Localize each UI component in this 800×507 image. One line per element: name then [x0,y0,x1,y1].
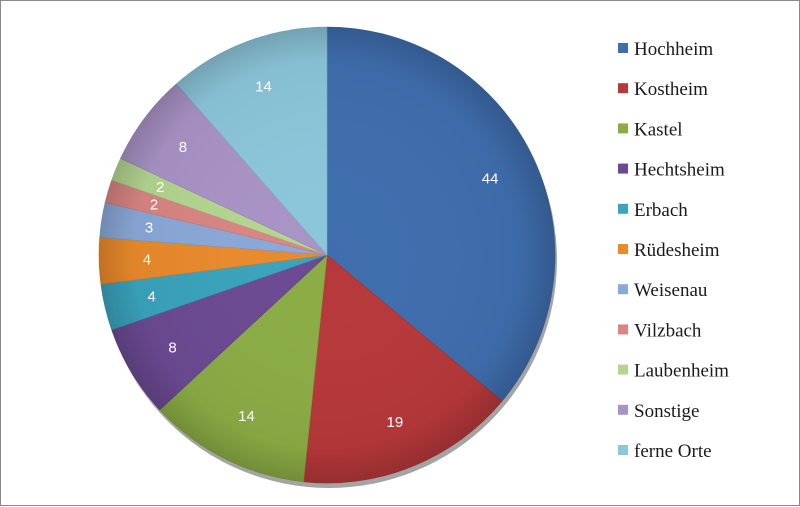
legend-swatch [618,203,628,214]
legend-swatch [618,445,628,455]
legend: Hochheim Kostheim Kastel Hechtsheim Erbach Rü… [618,39,729,462]
slice-value-label: 4 [148,288,156,305]
legend-label: Kastel [634,119,683,140]
legend-swatch [618,123,628,134]
legend-swatch [618,404,628,415]
legend-swatch [618,244,628,254]
legend-swatch [618,163,628,174]
legend-label: ferne Orte [634,441,712,462]
legend-label: Rüdesheim [634,240,720,261]
legend-swatch [618,43,628,53]
legend-label: Erbach [634,200,688,221]
slice-value-label: 2 [156,179,164,196]
legend-swatch [618,284,628,295]
slice-value-label: 19 [387,414,404,431]
slice-value-label: 8 [168,340,176,357]
legend-label: Hechtsheim [634,160,725,181]
slice-value-label: 14 [238,408,255,425]
legend-label: Sonstige [634,401,699,422]
slice-value-label: 44 [482,171,499,188]
slice-value-label: 2 [150,197,158,214]
legend-label: Laubenheim [634,361,729,382]
legend-label: Vilzbach [634,320,702,341]
slice-value-label: 4 [143,252,151,269]
slice-value-label: 8 [179,139,187,156]
legend-swatch [618,324,628,335]
slice-value-label: 14 [255,79,272,96]
pie-slices [98,26,556,484]
legend-label: Kostheim [634,79,708,100]
legend-label: Weisenau [634,280,708,301]
slice-value-label: 3 [145,219,153,236]
legend-label: Hochheim [634,39,713,60]
legend-swatch [618,83,628,94]
legend-swatch [618,364,628,375]
